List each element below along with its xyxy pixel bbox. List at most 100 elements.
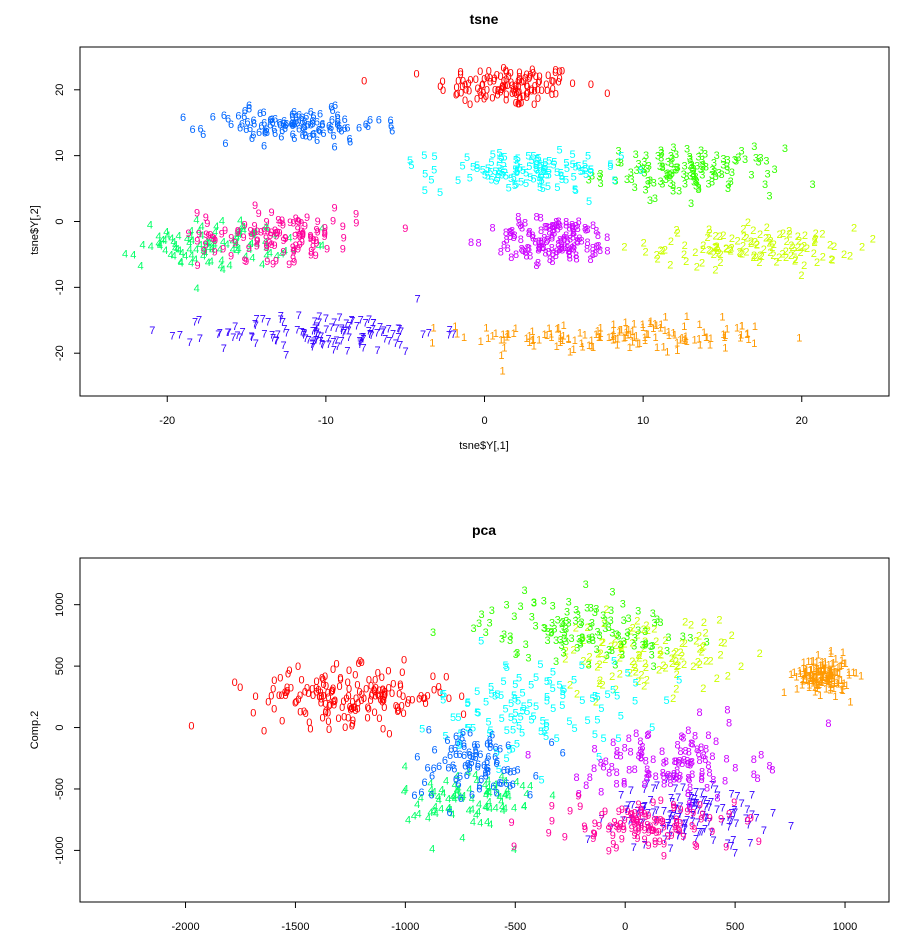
tsne-point-digit-4: 4: [235, 244, 241, 256]
pca-point-digit-3: 3: [573, 604, 579, 616]
tsne-point-digit-2: 2: [745, 217, 751, 229]
tsne-point-digit-5: 5: [551, 157, 557, 169]
tsne-point-digit-4: 4: [233, 237, 239, 249]
pca-point-digit-6: 6: [457, 771, 463, 783]
tsne-point-digit-9: 9: [295, 224, 301, 236]
tsne-point-digit-2: 2: [788, 250, 794, 262]
pca-point-digit-0: 0: [250, 707, 256, 719]
tsne-point-digit-9: 9: [264, 256, 270, 268]
pca-point-digit-6: 6: [473, 748, 479, 760]
pca-x-tick-label: -1500: [281, 921, 309, 933]
pca-point-digit-0: 0: [395, 706, 401, 718]
tsne-point-digit-3: 3: [635, 159, 641, 171]
pca-point-digit-8: 8: [699, 774, 705, 786]
pca-point-digit-5: 5: [500, 676, 506, 688]
tsne-point-digit-9: 9: [266, 238, 272, 250]
tsne-point-digit-8: 8: [570, 243, 576, 255]
pca-point-digit-7: 7: [640, 817, 646, 829]
pca-point-digit-3: 3: [578, 617, 584, 629]
tsne-point-digit-5: 5: [585, 151, 591, 163]
tsne-point-digit-1: 1: [571, 344, 577, 356]
tsne-point-digit-9: 9: [252, 200, 258, 212]
pca-point-digit-5: 5: [615, 733, 621, 745]
pca-point-digit-3: 3: [614, 629, 620, 641]
pca-point-digit-8: 8: [663, 756, 669, 768]
tsne-point-digit-3: 3: [732, 154, 738, 166]
pca-point-digit-4: 4: [454, 785, 460, 797]
tsne-point-digit-7: 7: [303, 333, 309, 345]
pca-point-digit-9: 9: [726, 809, 732, 821]
pca-point-digit-1: 1: [819, 656, 825, 668]
tsne-point-digit-1: 1: [536, 335, 542, 347]
pca-point-digit-5: 5: [557, 680, 563, 692]
tsne-point-digit-3: 3: [693, 172, 699, 184]
pca-point-digit-3: 3: [563, 616, 569, 628]
tsne-point-digit-3: 3: [689, 163, 695, 175]
tsne-point-digit-0: 0: [549, 75, 555, 87]
pca-point-digit-7: 7: [770, 807, 776, 819]
tsne-point-digit-1: 1: [558, 333, 564, 345]
pca-point-digit-8: 8: [667, 771, 673, 783]
pca-point-digit-7: 7: [667, 824, 673, 836]
tsne-point-digit-9: 9: [240, 232, 246, 244]
tsne-point-digit-0: 0: [536, 76, 542, 88]
pca-point-digit-4: 4: [487, 803, 493, 815]
tsne-point-digit-1: 1: [612, 334, 618, 346]
tsne-point-digit-5: 5: [490, 149, 496, 161]
pca-point-digit-0: 0: [382, 687, 388, 699]
pca-point-digit-0: 0: [318, 690, 324, 702]
tsne-point-digit-1: 1: [430, 322, 436, 334]
pca-point-digit-8: 8: [709, 751, 715, 763]
pca-point-digit-1: 1: [802, 667, 808, 679]
pca-point-digit-9: 9: [673, 817, 679, 829]
tsne-point-digit-0: 0: [483, 91, 489, 103]
tsne-point-digit-5: 5: [542, 157, 548, 169]
tsne-point-digit-6: 6: [278, 131, 284, 143]
tsne-point-digit-7: 7: [360, 334, 366, 346]
pca-x-tick-label: -1000: [391, 921, 419, 933]
pca-point-digit-1: 1: [827, 684, 833, 696]
tsne-x-tick-label: 20: [796, 415, 808, 427]
pca-point-digit-0: 0: [284, 682, 290, 694]
pca-point-digit-5: 5: [487, 728, 493, 740]
tsne-point-digit-1: 1: [696, 333, 702, 345]
pca-point-digit-4: 4: [502, 790, 508, 802]
tsne-point-digit-1: 1: [644, 329, 650, 341]
pca-point-digit-5: 5: [464, 698, 470, 710]
tsne-point-digit-6: 6: [272, 113, 278, 125]
tsne-point-digit-0: 0: [453, 82, 459, 94]
tsne-point-digit-0: 0: [552, 67, 558, 79]
pca-point-digit-6: 6: [475, 761, 481, 773]
pca-point-digit-9: 9: [651, 825, 657, 837]
tsne-point-digit-2: 2: [761, 244, 767, 256]
pca-point-digit-7: 7: [728, 788, 734, 800]
pca-point-digit-2: 2: [638, 669, 644, 681]
pca-point-digit-1: 1: [835, 662, 841, 674]
tsne-point-digit-2: 2: [791, 246, 797, 258]
pca-point-digit-5: 5: [512, 715, 518, 727]
pca-point-digit-6: 6: [476, 781, 482, 793]
pca-point-digit-6: 6: [459, 733, 465, 745]
pca-point-digit-1: 1: [800, 676, 806, 688]
pca-point-digit-0: 0: [405, 698, 411, 710]
tsne-point-digit-8: 8: [536, 236, 542, 248]
tsne-point-digit-4: 4: [188, 231, 194, 243]
pca-point-digit-9: 9: [707, 813, 713, 825]
tsne-point-digit-6: 6: [347, 133, 353, 145]
tsne-point-digit-3: 3: [689, 160, 695, 172]
tsne-point-digit-6: 6: [326, 121, 332, 133]
pca-point-digit-6: 6: [490, 781, 496, 793]
pca-point-digit-5: 5: [592, 691, 598, 703]
tsne-point-digit-1: 1: [597, 332, 603, 344]
pca-point-digit-4: 4: [484, 787, 490, 799]
pca-point-digit-3: 3: [551, 624, 557, 636]
pca-point-digit-8: 8: [754, 773, 760, 785]
pca-point-digit-4: 4: [429, 844, 435, 856]
tsne-point-digit-4: 4: [137, 260, 143, 272]
pca-point-digit-5: 5: [485, 717, 491, 729]
pca-point-digit-9: 9: [631, 830, 637, 842]
pca-point-digit-3: 3: [476, 618, 482, 630]
pca-point-digit-4: 4: [454, 786, 460, 798]
pca-point-digit-7: 7: [690, 810, 696, 822]
pca-y-tick-label: 500: [54, 657, 66, 675]
